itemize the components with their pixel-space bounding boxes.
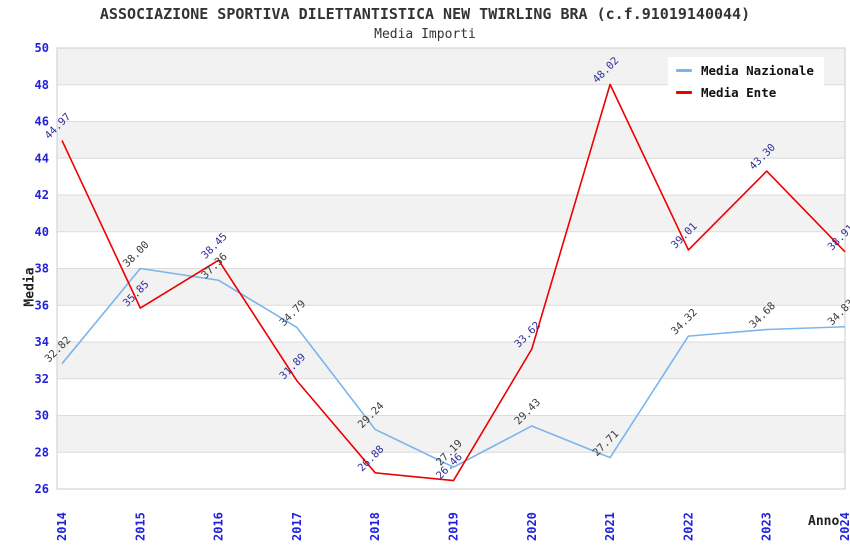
plot-band — [57, 415, 845, 453]
plot-band — [57, 342, 845, 379]
x-tick-label: 2021 — [603, 512, 617, 541]
plot-band — [57, 121, 845, 159]
y-tick-label: 40 — [35, 225, 49, 239]
plot-band — [57, 195, 845, 232]
point-label: 34.32 — [669, 307, 700, 338]
series-line-media-ente — [61, 83, 846, 482]
x-axis-title: Anno — [808, 514, 840, 529]
x-tick-label: 2014 — [55, 512, 69, 541]
y-tick-label: 38 — [35, 262, 49, 276]
x-tick-label: 2017 — [290, 512, 304, 541]
line-swatch-icon — [676, 69, 692, 72]
y-axis-title-text: Media — [22, 267, 38, 307]
x-tick-label: 2015 — [133, 512, 147, 541]
legend-label: Media Nazionale — [701, 63, 814, 78]
x-tick-label: 2019 — [447, 512, 461, 541]
chart-subtitle: Media Importi — [374, 27, 476, 42]
y-tick-label: 32 — [35, 372, 49, 386]
y-tick-label: 30 — [35, 409, 49, 423]
y-tick-label: 26 — [35, 482, 49, 496]
y-tick-label: 48 — [35, 78, 49, 92]
y-tick-label: 28 — [35, 445, 49, 459]
plot-border — [56, 47, 846, 490]
y-tick-label: 34 — [35, 335, 49, 349]
legend: Media Nazionale Media Ente — [668, 57, 824, 106]
plot-band — [57, 268, 845, 306]
x-tick-label: 2018 — [368, 512, 382, 541]
chart-title: ASSOCIAZIONE SPORTIVA DILETTANTISTICA NE… — [99, 5, 751, 23]
x-tick-label: 2020 — [525, 512, 539, 541]
y-tick-label: 50 — [35, 41, 49, 55]
y-tick-label: 42 — [35, 188, 49, 202]
x-tick-label: 2024 — [838, 512, 850, 541]
line-swatch-icon — [676, 91, 692, 94]
y-tick-label: 36 — [35, 298, 49, 312]
legend-label: Media Ente — [701, 85, 777, 100]
x-tick-label: 2022 — [681, 512, 695, 541]
legend-item-media-nazionale[interactable]: Media Nazionale — [676, 63, 814, 78]
x-tick-label: 2016 — [212, 512, 226, 541]
y-tick-label: 46 — [35, 115, 49, 129]
x-tick-label: 2023 — [760, 512, 774, 541]
y-tick-label: 44 — [35, 151, 49, 165]
legend-item-media-ente[interactable]: Media Ente — [676, 85, 814, 100]
point-label: 38.00 — [121, 239, 152, 270]
